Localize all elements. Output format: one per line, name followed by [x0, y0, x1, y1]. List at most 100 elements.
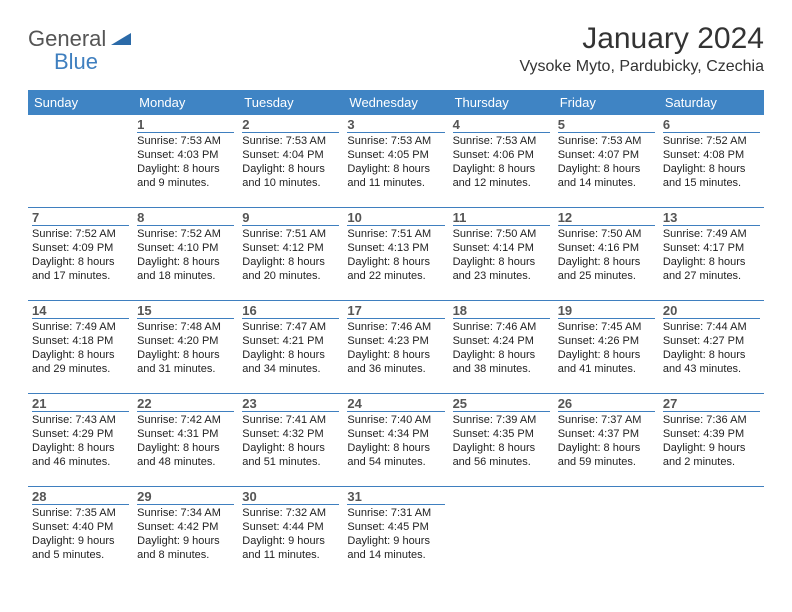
day-number: 18 — [453, 303, 550, 319]
day-number: 10 — [347, 210, 444, 226]
day-number: 5 — [558, 117, 655, 133]
day-info-line: and 20 minutes. — [242, 270, 320, 282]
day-info-line: and 12 minutes. — [453, 177, 531, 189]
day-cell: 2Sunrise: 7:53 AMSunset: 4:04 PMDaylight… — [238, 115, 343, 208]
day-info-line: Sunrise: 7:53 AM — [137, 135, 221, 147]
day-info-line: Sunset: 4:32 PM — [242, 428, 323, 440]
day-info-line: Sunrise: 7:53 AM — [347, 135, 431, 147]
day-info-line: and 59 minutes. — [558, 456, 636, 468]
day-info-line: and 54 minutes. — [347, 456, 425, 468]
day-info-line: and 27 minutes. — [663, 270, 741, 282]
day-info-line: and 25 minutes. — [558, 270, 636, 282]
day-info-line: Daylight: 8 hours — [558, 256, 641, 268]
day-info-line: Daylight: 9 hours — [137, 535, 220, 547]
day-info-line: Sunrise: 7:51 AM — [242, 228, 326, 240]
day-info: Sunrise: 7:51 AMSunset: 4:12 PMDaylight:… — [242, 227, 339, 283]
day-cell — [28, 115, 133, 208]
logo-word2: Blue — [54, 49, 98, 74]
day-info-line: and 51 minutes. — [242, 456, 320, 468]
day-info-line: Sunset: 4:04 PM — [242, 149, 323, 161]
day-cell: 9Sunrise: 7:51 AMSunset: 4:12 PMDaylight… — [238, 208, 343, 301]
day-info-line: Daylight: 8 hours — [453, 256, 536, 268]
day-info-line: and 18 minutes. — [137, 270, 215, 282]
day-info-line: Sunset: 4:14 PM — [453, 242, 534, 254]
day-cell: 4Sunrise: 7:53 AMSunset: 4:06 PMDaylight… — [449, 115, 554, 208]
day-info-line: Sunrise: 7:41 AM — [242, 414, 326, 426]
day-number: 14 — [32, 303, 129, 319]
day-info-line: Daylight: 9 hours — [32, 535, 115, 547]
day-info-line: and 8 minutes. — [137, 549, 209, 561]
dayhead-sun: Sunday — [28, 90, 133, 115]
day-info-line: Daylight: 8 hours — [242, 349, 325, 361]
day-info-line: Sunset: 4:07 PM — [558, 149, 639, 161]
day-cell: 12Sunrise: 7:50 AMSunset: 4:16 PMDayligh… — [554, 208, 659, 301]
day-cell: 8Sunrise: 7:52 AMSunset: 4:10 PMDaylight… — [133, 208, 238, 301]
day-info-line: and 31 minutes. — [137, 363, 215, 375]
day-info-line: Sunrise: 7:50 AM — [453, 228, 537, 240]
day-info: Sunrise: 7:51 AMSunset: 4:13 PMDaylight:… — [347, 227, 444, 283]
day-info-line: Sunset: 4:17 PM — [663, 242, 744, 254]
day-info-line: Daylight: 8 hours — [137, 442, 220, 454]
day-cell — [659, 487, 764, 580]
day-cell: 30Sunrise: 7:32 AMSunset: 4:44 PMDayligh… — [238, 487, 343, 580]
day-info-line: Daylight: 8 hours — [242, 256, 325, 268]
day-info: Sunrise: 7:52 AMSunset: 4:09 PMDaylight:… — [32, 227, 129, 283]
day-number: 3 — [347, 117, 444, 133]
day-info-line: Sunrise: 7:46 AM — [453, 321, 537, 333]
title-block: January 2024 Vysoke Myto, Pardubicky, Cz… — [519, 22, 764, 76]
day-info-line: Sunset: 4:35 PM — [453, 428, 534, 440]
day-number: 20 — [663, 303, 760, 319]
dayhead-mon: Monday — [133, 90, 238, 115]
day-cell: 18Sunrise: 7:46 AMSunset: 4:24 PMDayligh… — [449, 301, 554, 394]
logo-text: General Blue — [28, 28, 133, 74]
day-number: 2 — [242, 117, 339, 133]
day-info-line: Daylight: 8 hours — [663, 349, 746, 361]
week-row: 1Sunrise: 7:53 AMSunset: 4:03 PMDaylight… — [28, 115, 764, 208]
day-info-line: Sunset: 4:13 PM — [347, 242, 428, 254]
day-number: 22 — [137, 396, 234, 412]
day-number: 29 — [137, 489, 234, 505]
day-info-line: Sunset: 4:26 PM — [558, 335, 639, 347]
day-info-line: Sunrise: 7:50 AM — [558, 228, 642, 240]
day-number: 6 — [663, 117, 760, 133]
day-cell: 21Sunrise: 7:43 AMSunset: 4:29 PMDayligh… — [28, 394, 133, 487]
day-info: Sunrise: 7:36 AMSunset: 4:39 PMDaylight:… — [663, 413, 760, 469]
day-info-line: Daylight: 8 hours — [347, 163, 430, 175]
day-info-line: Daylight: 9 hours — [347, 535, 430, 547]
day-cell: 15Sunrise: 7:48 AMSunset: 4:20 PMDayligh… — [133, 301, 238, 394]
logo-triangle-icon — [111, 31, 133, 47]
day-info-line: and 36 minutes. — [347, 363, 425, 375]
day-info-line: Sunrise: 7:32 AM — [242, 507, 326, 519]
day-info-line: Sunrise: 7:37 AM — [558, 414, 642, 426]
day-info-line: Daylight: 8 hours — [663, 163, 746, 175]
day-cell: 3Sunrise: 7:53 AMSunset: 4:05 PMDaylight… — [343, 115, 448, 208]
day-info-line: and 10 minutes. — [242, 177, 320, 189]
day-cell — [449, 487, 554, 580]
day-info-line: and 5 minutes. — [32, 549, 104, 561]
day-info-line: and 9 minutes. — [137, 177, 209, 189]
calendar-page: General Blue January 2024 Vysoke Myto, P… — [0, 0, 792, 612]
day-number: 30 — [242, 489, 339, 505]
day-info-line: Sunset: 4:24 PM — [453, 335, 534, 347]
day-cell: 29Sunrise: 7:34 AMSunset: 4:42 PMDayligh… — [133, 487, 238, 580]
day-info-line: Sunset: 4:23 PM — [347, 335, 428, 347]
day-info-line: Daylight: 8 hours — [347, 349, 430, 361]
day-info: Sunrise: 7:53 AMSunset: 4:04 PMDaylight:… — [242, 134, 339, 190]
day-info-line: Daylight: 8 hours — [32, 442, 115, 454]
day-cell: 11Sunrise: 7:50 AMSunset: 4:14 PMDayligh… — [449, 208, 554, 301]
day-info: Sunrise: 7:34 AMSunset: 4:42 PMDaylight:… — [137, 506, 234, 562]
day-info: Sunrise: 7:32 AMSunset: 4:44 PMDaylight:… — [242, 506, 339, 562]
day-info: Sunrise: 7:48 AMSunset: 4:20 PMDaylight:… — [137, 320, 234, 376]
month-title: January 2024 — [519, 22, 764, 55]
day-info-line: Daylight: 8 hours — [558, 349, 641, 361]
day-info-line: Sunrise: 7:53 AM — [453, 135, 537, 147]
day-info: Sunrise: 7:37 AMSunset: 4:37 PMDaylight:… — [558, 413, 655, 469]
day-info-line: and 41 minutes. — [558, 363, 636, 375]
day-info-line: Sunrise: 7:46 AM — [347, 321, 431, 333]
day-number: 16 — [242, 303, 339, 319]
day-info-line: Daylight: 8 hours — [137, 256, 220, 268]
day-info-line: and 2 minutes. — [663, 456, 735, 468]
day-info-line: Sunset: 4:37 PM — [558, 428, 639, 440]
day-info-line: Sunrise: 7:47 AM — [242, 321, 326, 333]
day-number: 25 — [453, 396, 550, 412]
